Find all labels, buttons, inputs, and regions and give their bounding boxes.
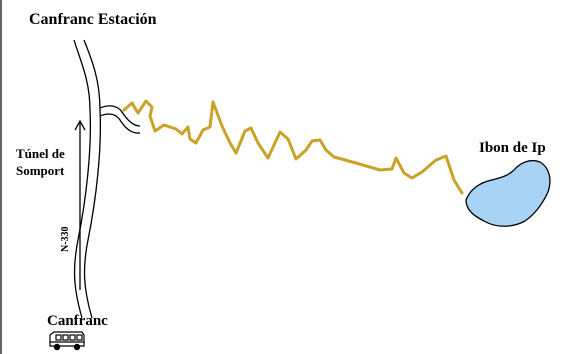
tunnel-line [74,119,86,290]
side-road [99,105,141,134]
road-n330 [73,39,102,319]
lake-ibon-de-ip [465,159,551,227]
label-ibon-de-ip: Ibon de Ip [479,140,546,156]
bus-icon [49,331,85,351]
label-canfranc-estacion: Canfranc Estación [29,11,157,28]
label-road-n330: N-330 [60,226,71,252]
label-tunnel-line1: Túnel de [16,146,65,161]
label-tunnel-line2: Somport [16,163,65,178]
label-canfranc: Canfranc [47,313,108,329]
trail-path [122,99,464,195]
